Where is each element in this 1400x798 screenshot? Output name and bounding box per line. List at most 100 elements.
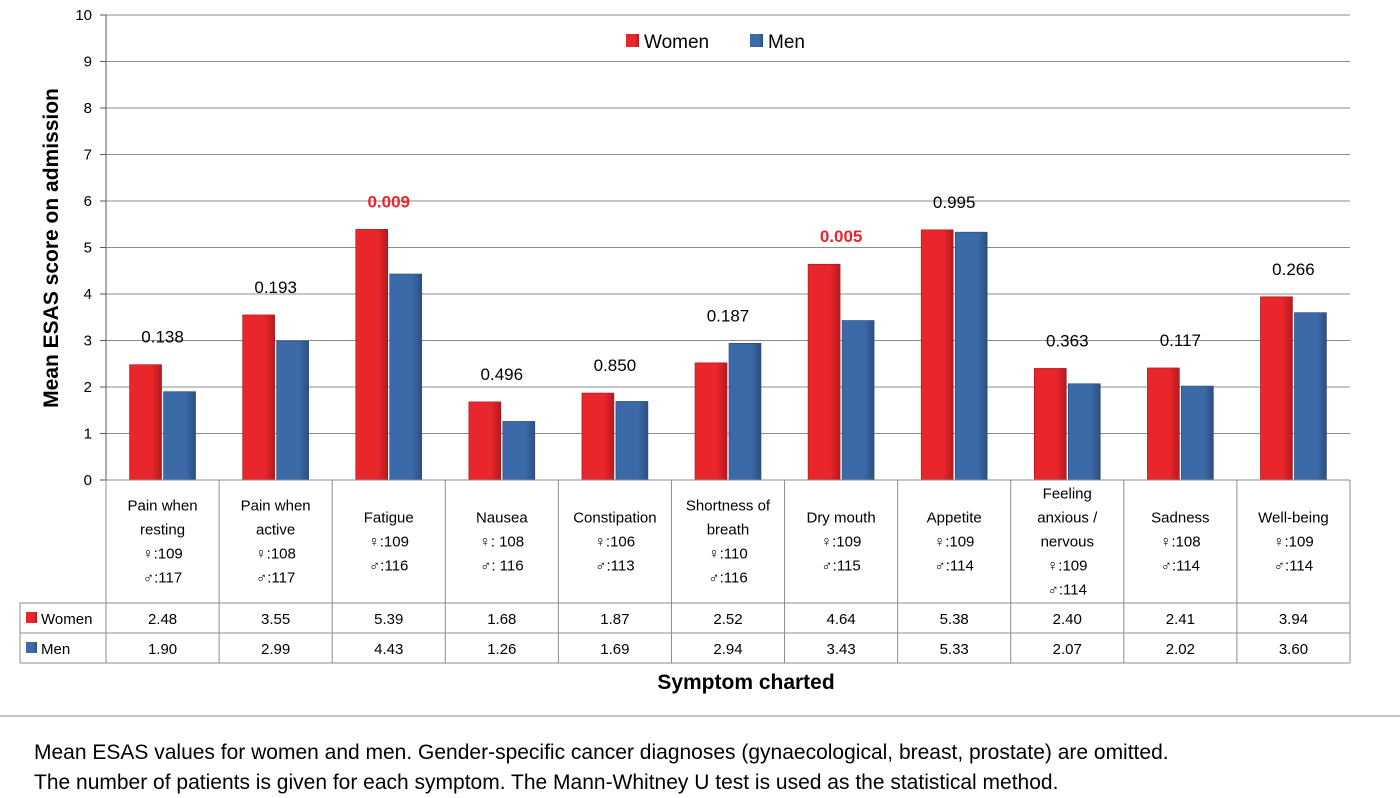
- patient-count-women-value: :108: [267, 546, 296, 563]
- female-symbol-icon: ♀: [1273, 534, 1284, 551]
- patient-count-men: ♂:117: [143, 570, 182, 587]
- value-cell-women: 2.52: [713, 611, 742, 628]
- patient-count-men-value: : 116: [491, 558, 523, 575]
- patient-count-women: ♀:108: [1160, 534, 1200, 551]
- patient-count-women-value: :109: [1284, 534, 1313, 551]
- bar-men-8: [1067, 383, 1101, 481]
- male-symbol-icon: ♂: [935, 558, 946, 575]
- patient-count-women: ♀:109: [1047, 558, 1087, 575]
- bar-men-10: [1294, 312, 1327, 481]
- patient-count-men-value: :114: [1172, 558, 1200, 575]
- y-axis-title: Mean ESAS score on admission: [40, 88, 63, 408]
- value-cell-women: 1.87: [600, 611, 629, 628]
- row-header-women: Women: [41, 611, 92, 628]
- patient-count-women-value: :106: [606, 534, 635, 551]
- male-symbol-icon: ♂: [595, 558, 606, 575]
- patient-count-men: ♂:113: [595, 558, 634, 575]
- legend-swatch-men: [750, 34, 763, 47]
- bar-women-7: [920, 229, 954, 481]
- value-cell-men: 2.07: [1053, 641, 1082, 658]
- patient-count-men-value: :117: [154, 570, 182, 587]
- p-value-label: 0.266: [1272, 260, 1315, 279]
- value-cell-women: 2.40: [1053, 611, 1082, 628]
- value-cell-women: 4.64: [826, 611, 855, 628]
- p-value-label: 0.187: [707, 306, 750, 325]
- category-label: breath: [707, 522, 750, 539]
- bar-women-6: [807, 263, 841, 481]
- bar-women-0: [129, 364, 162, 481]
- patient-count-women-value: :108: [1171, 534, 1200, 551]
- patient-count-men-value: :113: [606, 558, 634, 575]
- patient-count-women-value: :109: [945, 534, 974, 551]
- p-value-label: 0.005: [820, 227, 863, 246]
- p-value-label: 0.138: [141, 328, 184, 347]
- bar-women-5: [694, 362, 728, 481]
- bar-men-6: [841, 320, 875, 481]
- bar-men-2: [389, 273, 423, 481]
- patient-count-men-value: :116: [720, 570, 748, 587]
- value-cell-women: 2.48: [148, 611, 177, 628]
- legend-label-women: Women: [644, 32, 709, 53]
- female-symbol-icon: ♀: [934, 534, 945, 551]
- patient-count-women: ♀:109: [934, 534, 974, 551]
- y-tick-label: 0: [84, 472, 92, 489]
- patient-count-women: ♀:106: [595, 534, 635, 551]
- male-symbol-icon: ♂: [708, 570, 719, 587]
- patient-count-women-value: :109: [1058, 558, 1087, 575]
- male-symbol-icon: ♂: [1161, 558, 1172, 575]
- value-cell-men: 2.94: [713, 641, 742, 658]
- bar-men-1: [276, 340, 309, 481]
- value-cell-men: 3.60: [1279, 641, 1308, 658]
- p-value-label: 0.995: [933, 193, 976, 212]
- bar-women-3: [468, 401, 502, 481]
- gridlines: [106, 14, 1350, 481]
- bar-men-3: [502, 421, 536, 481]
- y-tick-label: 3: [84, 333, 92, 350]
- y-tick-label: 4: [84, 286, 92, 303]
- bars: [129, 229, 1327, 481]
- male-symbol-icon: ♂: [143, 570, 154, 587]
- patient-count-women: ♀:109: [142, 546, 182, 563]
- y-tick-label: 7: [84, 147, 92, 164]
- value-cell-women: 3.55: [261, 611, 290, 628]
- patient-count-women-value: :109: [380, 534, 409, 551]
- category-label: Shortness of: [686, 498, 771, 515]
- p-value-label: 0.009: [367, 192, 410, 211]
- female-symbol-icon: ♀: [1160, 534, 1171, 551]
- patient-count-men-value: :114: [946, 558, 974, 575]
- value-cell-men: 4.43: [374, 641, 403, 658]
- female-symbol-icon: ♀: [255, 546, 266, 563]
- patient-count-men: ♂:114: [1048, 582, 1087, 599]
- patient-count-women: ♀:110: [708, 546, 747, 563]
- male-symbol-icon: ♂: [480, 558, 491, 575]
- patient-count-men: ♂:114: [935, 558, 974, 575]
- category-label: Pain when: [241, 498, 311, 515]
- value-cell-men: 5.33: [940, 641, 969, 658]
- category-label: Appetite: [927, 510, 982, 527]
- value-cell-men: 2.99: [261, 641, 290, 658]
- row-swatch-men: [26, 642, 37, 653]
- bar-men-4: [615, 401, 649, 481]
- bar-women-10: [1260, 296, 1293, 481]
- male-symbol-icon: ♂: [1048, 582, 1059, 599]
- value-cell-women: 5.39: [374, 611, 403, 628]
- female-symbol-icon: ♀: [821, 534, 832, 551]
- patient-count-men-value: :114: [1285, 558, 1313, 575]
- legend-label-men: Men: [768, 32, 805, 53]
- patient-count-men: ♂:114: [1274, 558, 1313, 575]
- p-value-labels: 0.138 0.193 0.009 0.496 0.850 0.187 0.005 0.995…: [141, 192, 1314, 384]
- y-tick-label: 5: [84, 240, 92, 257]
- patient-count-men: ♂:117: [256, 570, 295, 587]
- value-cell-women: 1.68: [487, 611, 516, 628]
- y-tick-label: 2: [84, 379, 92, 396]
- legend: Women Men: [626, 32, 805, 53]
- patient-count-men-value: :117: [267, 570, 295, 587]
- y-axis: 0 1 2 3 4 5 6 7 8 9 10: [75, 7, 107, 489]
- patient-count-men: ♂:116: [708, 570, 747, 587]
- category-label: Pain when: [128, 498, 198, 515]
- y-tick-label: 1: [84, 426, 92, 443]
- category-label: Fatigue: [364, 510, 414, 527]
- patient-count-men: ♂: 116: [480, 558, 524, 575]
